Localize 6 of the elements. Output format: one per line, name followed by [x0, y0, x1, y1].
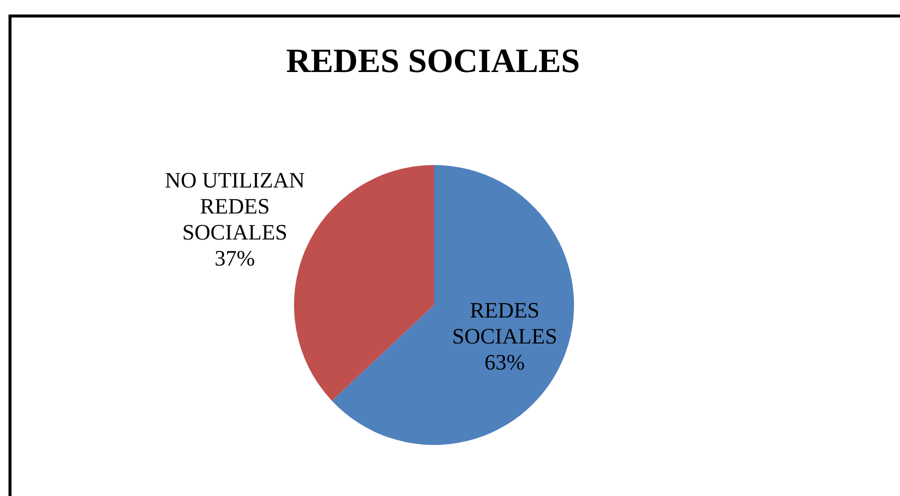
pie-slice: [332, 165, 574, 445]
slice-label: REDES SOCIALES: [452, 297, 558, 348]
slice-label: NO UTILIZAN REDES SOCIALES: [164, 168, 305, 245]
data-label: 37%: [214, 246, 256, 271]
chart-title: REDES SOCIALES: [286, 42, 580, 80]
data-label: 63%: [484, 349, 525, 374]
